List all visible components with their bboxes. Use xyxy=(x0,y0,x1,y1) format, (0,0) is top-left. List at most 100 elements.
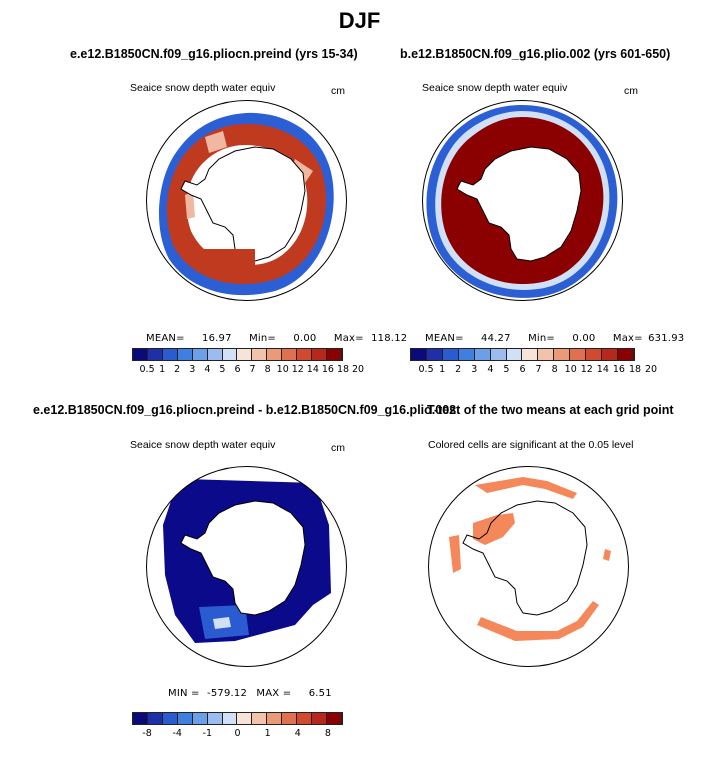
mean-value: 16.97 xyxy=(202,333,232,344)
colorbar-tick-label: 12 xyxy=(580,364,593,375)
colorbar-tick-label: 2 xyxy=(455,364,462,375)
colorbar-tick-label: 16 xyxy=(612,364,625,375)
panel-subtitle-top-right: Seaice snow depth water equiv xyxy=(422,82,568,94)
colorbar-swatch xyxy=(586,349,603,360)
map-top-right xyxy=(422,100,623,301)
colorbar-swatch xyxy=(442,349,459,360)
panel-title-bottom-left: e.e12.B1850CN.f09_g16.pliocn.preind - b.… xyxy=(33,403,457,417)
colorbar-swatch xyxy=(133,713,148,724)
map-bottom-left xyxy=(146,466,347,667)
colorbar-tick-label: 6 xyxy=(234,364,241,375)
difference-white-spot xyxy=(213,617,231,629)
colorbar-tick-label: 16 xyxy=(321,364,334,375)
colorbar-tick-label: 7 xyxy=(249,364,256,375)
colorbar-top-right xyxy=(410,348,635,361)
colorbar-swatch xyxy=(326,349,342,360)
colorbar-swatch xyxy=(237,713,253,724)
colorbar-tick-label: 1 xyxy=(159,364,166,375)
colorbar-swatch xyxy=(522,349,539,360)
map-boundary-circle xyxy=(428,466,629,667)
map-boundary-circle xyxy=(146,100,347,301)
map-boundary-circle xyxy=(422,100,623,301)
min-value: -579.12 xyxy=(207,688,248,699)
colorbar-bottom-left xyxy=(132,712,343,725)
significant-cells-west-blob xyxy=(473,513,515,545)
antarctica-landmass xyxy=(180,146,306,262)
colorbar-swatch xyxy=(554,349,571,360)
colorbar-swatch xyxy=(147,713,163,724)
map-bottom-right xyxy=(428,466,629,667)
stats-top-left: MEAN= 16.97 Min= 0.00 Max= 118.12 xyxy=(146,333,407,344)
colorbar-tick-label: -4 xyxy=(172,728,182,739)
colorbar-swatch xyxy=(222,713,238,724)
colorbar-swatch xyxy=(177,349,193,360)
colorbar-swatch xyxy=(177,713,193,724)
significant-cells-east xyxy=(603,549,611,561)
antarctica-landmass xyxy=(462,500,588,616)
panel-title-top-left: e.e12.B1850CN.f09_g16.pliocn.preind (yrs… xyxy=(70,47,358,61)
colorbar-tick-label: 1 xyxy=(439,364,446,375)
units-bottom-left: cm xyxy=(331,442,345,454)
colorbar-tick-label: 0.5 xyxy=(418,364,434,375)
colorbar-tick-label: 4 xyxy=(204,364,211,375)
colorbar-tick-label: 8 xyxy=(324,728,331,739)
colorbar-swatch xyxy=(458,349,475,360)
colorbar-swatch xyxy=(312,349,327,360)
colorbar-swatch xyxy=(312,713,327,724)
min-value: 0.00 xyxy=(572,333,596,344)
colorbar-tick-label: 3 xyxy=(471,364,478,375)
colorbar-tick-label: 6 xyxy=(519,364,526,375)
colorbar-tick-label: 20 xyxy=(645,364,658,375)
colorbar-swatch xyxy=(474,349,491,360)
colorbar-swatch xyxy=(490,349,507,360)
colorbar-swatch xyxy=(192,349,208,360)
max-label: Max= xyxy=(333,333,364,344)
panel-subtitle-bottom-left: Seaice snow depth water equiv xyxy=(130,439,276,451)
colorbar-tick-label: 0 xyxy=(234,728,241,739)
colorbar-swatch xyxy=(602,349,618,360)
max-value: 6.51 xyxy=(308,688,332,699)
significant-cells-west-edge xyxy=(449,535,461,573)
antarctica-landmass xyxy=(180,500,306,616)
min-label: MIN = xyxy=(168,688,200,699)
colorbar-tick-label: 4 xyxy=(294,728,301,739)
map-boundary-circle xyxy=(146,466,347,667)
min-value: 0.00 xyxy=(293,333,317,344)
colorbar-swatch xyxy=(297,349,313,360)
min-label: Min= xyxy=(249,333,277,344)
panel-subtitle-bottom-right: Colored cells are significant at the 0.0… xyxy=(428,439,634,451)
colorbar-tick-label: 18 xyxy=(336,364,350,375)
colorbar-swatch xyxy=(538,349,555,360)
panel-title-top-right: b.e12.B1850CN.f09_g16.plio.002 (yrs 601-… xyxy=(400,47,671,61)
colorbar-tick-label: -8 xyxy=(142,728,152,739)
colorbar-tick-label: 20 xyxy=(352,364,365,375)
colorbar-swatch xyxy=(297,713,313,724)
colorbar-swatch xyxy=(207,349,223,360)
colorbar-tick-label: 10 xyxy=(276,364,289,375)
max-label: MAX = xyxy=(256,688,292,699)
max-value: 631.93 xyxy=(648,333,685,344)
colorbar-swatch xyxy=(506,349,523,360)
colorbar-swatch xyxy=(252,349,268,360)
colorbar-swatch xyxy=(617,349,634,360)
map-top-left xyxy=(146,100,347,301)
colorbar-tick-label: 2 xyxy=(174,364,181,375)
panel-subtitle-top-left: Seaice snow depth water equiv xyxy=(130,82,276,94)
colorbar-tick-label: 18 xyxy=(628,364,642,375)
colorbar-tick-label: 8 xyxy=(551,364,558,375)
colorbar-ticks-top-left: 0.5 1 2 3 4 5 6 7 8 10 12 14 16 18 20 xyxy=(132,364,365,378)
colorbar-tick-label: 14 xyxy=(306,364,319,375)
colorbar-tick-label: 0.5 xyxy=(139,364,155,375)
panel-title-bottom-right: T-test of the two means at each grid poi… xyxy=(427,403,674,417)
colorbar-tick-label: 4 xyxy=(487,364,494,375)
ross-ice-shelf-mask xyxy=(201,249,255,267)
colorbar-swatch xyxy=(237,349,253,360)
mean-value: 44.27 xyxy=(481,333,511,344)
significant-cells-north xyxy=(475,477,577,499)
colorbar-swatch xyxy=(426,349,443,360)
units-top-right: cm xyxy=(624,85,638,97)
colorbar-swatch xyxy=(326,713,342,724)
colorbar-swatch xyxy=(222,349,238,360)
colorbar-tick-label: 12 xyxy=(291,364,304,375)
colorbar-tick-label: 7 xyxy=(535,364,542,375)
